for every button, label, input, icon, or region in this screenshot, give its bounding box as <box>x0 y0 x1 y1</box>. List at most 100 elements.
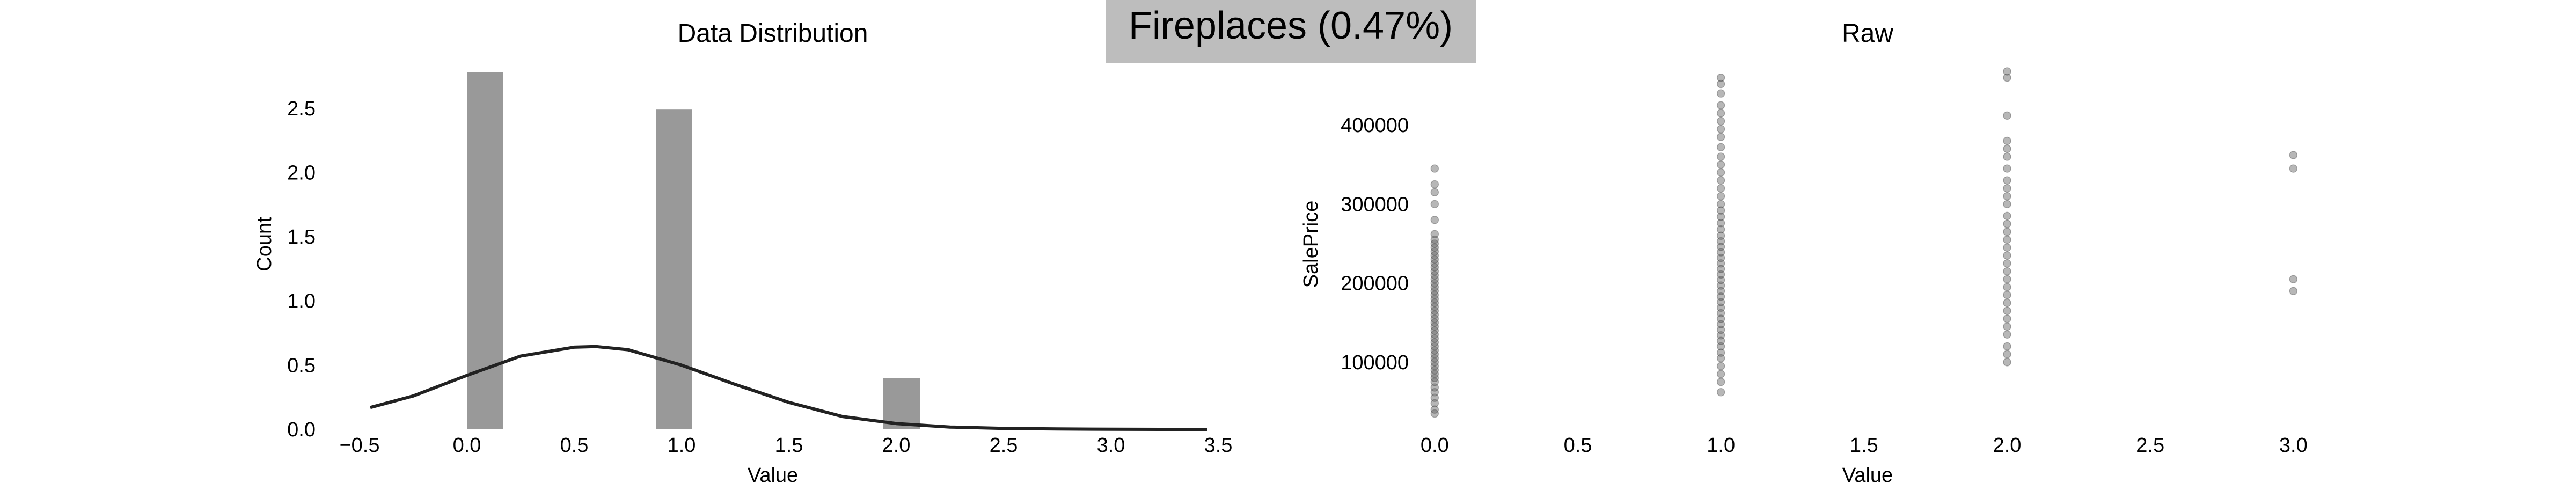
scatter-point <box>2003 350 2011 358</box>
figure-title: Fireplaces (0.47%) <box>1106 0 1476 63</box>
scatter-point <box>1430 330 1439 339</box>
scatter-point <box>1716 320 1725 328</box>
scatter-point <box>2289 164 2298 173</box>
scatter-point <box>1716 79 1725 89</box>
scatter-point <box>1716 354 1725 363</box>
x-tick-label: 3.5 <box>1204 434 1233 457</box>
scatter-point <box>2003 290 2011 299</box>
scatter-point <box>1430 255 1439 264</box>
scatter-point <box>2003 152 2011 161</box>
scatter-point <box>1430 267 1439 276</box>
scatter-point <box>1430 303 1439 311</box>
scatter-point <box>1430 216 1439 224</box>
scatter-point <box>1430 388 1439 397</box>
density-curve <box>370 345 1208 431</box>
scatter-point <box>1430 235 1439 244</box>
scatter-point <box>1430 279 1439 288</box>
x-tick-label: 2.0 <box>882 434 911 457</box>
scatter-point <box>1716 325 1725 334</box>
scatter-point <box>2003 235 2011 244</box>
scatter-point <box>1716 192 1725 201</box>
x-tick-label: 1.5 <box>775 434 803 457</box>
x-tick-label: 0.5 <box>1564 434 1592 457</box>
scatter-point <box>1430 239 1439 248</box>
scatter-point <box>2003 267 2011 276</box>
scatter-point <box>1430 263 1439 272</box>
scatter-point <box>1430 405 1439 414</box>
scatter-point <box>1430 251 1439 260</box>
y-axis-label: Count <box>253 217 276 272</box>
scatter-point <box>1430 314 1439 323</box>
scatter-point <box>2003 67 2011 76</box>
scatter-point <box>1430 322 1439 331</box>
scatter-point <box>1716 143 1725 152</box>
scatter-point <box>1430 295 1439 303</box>
scatter-point <box>2289 151 2298 159</box>
scatter-point <box>1716 265 1725 273</box>
scatter-point <box>1430 326 1439 335</box>
scatter-point <box>2003 358 2011 367</box>
scatter-point <box>1716 206 1725 215</box>
histogram-bar-1 <box>656 109 692 429</box>
scatter-point <box>1716 101 1725 110</box>
scatter-point <box>1716 248 1725 257</box>
scatter-point <box>1716 109 1725 118</box>
y-tick-label: 300000 <box>1341 193 1409 216</box>
scatter-point <box>1716 168 1725 177</box>
scatter-point <box>2289 275 2298 283</box>
scatter-point <box>2003 283 2011 291</box>
scatter-point <box>1716 225 1725 234</box>
scatter-point <box>1716 377 1725 386</box>
scatter-point <box>2003 184 2011 193</box>
scatter-point <box>2003 192 2011 201</box>
scatter-point <box>1716 331 1725 340</box>
x-tick-label: 2.5 <box>2136 434 2164 457</box>
scatter-point <box>1716 275 1725 284</box>
scatter-point <box>1716 73 1725 82</box>
scatter-point <box>1430 271 1439 280</box>
y-tick-label: 2.5 <box>287 98 316 120</box>
scatter-point <box>2003 298 2011 308</box>
scatter-point <box>2003 259 2011 268</box>
x-axis-label: Value <box>1842 464 1893 483</box>
scatter-point <box>1430 393 1439 402</box>
scatter-point <box>1716 133 1725 141</box>
y-tick-label: 400000 <box>1341 114 1409 137</box>
scatter-point <box>2003 200 2011 209</box>
scatter-point <box>1716 348 1725 357</box>
scatter-point <box>1716 303 1725 312</box>
x-tick-label: 1.0 <box>668 434 696 457</box>
scatter-point <box>1430 358 1439 367</box>
scatter-point <box>1430 342 1439 351</box>
scatter-point <box>1430 362 1439 370</box>
y-tick-label: 1.5 <box>287 226 316 248</box>
scatter-point <box>1430 374 1439 383</box>
scatter-point <box>1716 336 1725 345</box>
scatter-point <box>1430 275 1439 283</box>
scatter-point <box>2003 251 2011 260</box>
x-tick-label: 2.5 <box>990 434 1018 457</box>
x-tick-label: 3.0 <box>1097 434 1125 457</box>
scatter-point <box>1716 388 1725 397</box>
scatter-point <box>1430 338 1439 347</box>
scatter-point <box>1430 164 1439 173</box>
scatter-point <box>1430 298 1439 308</box>
scatter-point <box>1430 306 1439 315</box>
scatter-point <box>1716 281 1725 290</box>
scatter-point <box>2003 164 2011 173</box>
x-tick-label: 1.5 <box>1850 434 1878 457</box>
scatter-point <box>1430 334 1439 343</box>
y-tick-label: 100000 <box>1341 352 1409 374</box>
scatter-point <box>1716 160 1725 169</box>
scatter-point <box>2003 322 2011 331</box>
scatter-point <box>1430 399 1439 408</box>
histogram-bar-2 <box>883 378 920 429</box>
scatter-point <box>2003 136 2011 145</box>
histogram-bar-0 <box>467 72 503 430</box>
chart-title: Data Distribution <box>678 19 868 48</box>
scatter-point <box>1430 310 1439 319</box>
scatter-point <box>1716 270 1725 279</box>
y-tick-label: 0.5 <box>287 354 316 377</box>
scatter-point <box>1716 116 1725 126</box>
scatter-point <box>1430 354 1439 363</box>
